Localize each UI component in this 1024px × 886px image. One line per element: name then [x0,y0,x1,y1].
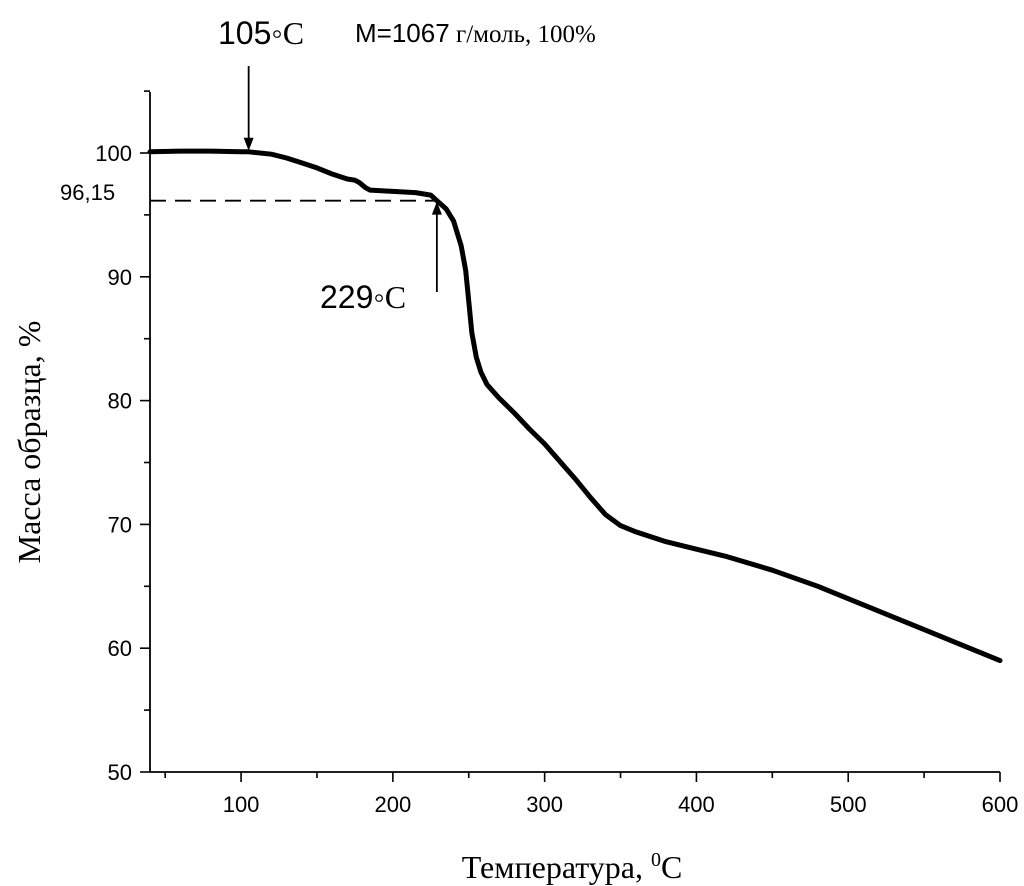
arrow-105 [243,66,254,151]
header-annotation: М=1067 г/моль, 100% [355,18,596,48]
dash-value-label: 96,15 [60,180,115,205]
y-tick-label: 60 [108,636,132,661]
arrow-229 [431,201,442,292]
y-tick-label: 90 [108,265,132,290]
x-tick-label: 500 [830,792,867,817]
x-tick-label: 100 [223,792,260,817]
annotation-229c: 229◦С [320,279,406,315]
series-line [147,148,1003,664]
x-ticks: 100 200 300 400 500 600 [164,772,1019,817]
y-tick-label: 70 [108,512,132,537]
y-axis-title: Масса образца, % [11,321,47,564]
x-tick-label: 600 [982,792,1019,817]
y-tick-label: 50 [108,760,132,785]
y-ticks: 50 60 70 80 90 100 [95,90,150,785]
x-tick-label: 300 [526,792,563,817]
x-tick-label: 400 [678,792,715,817]
y-tick-label: 100 [95,141,132,166]
annotation-105c: 105◦С [218,15,304,51]
x-axis-title: Температура, 0С [462,849,683,885]
x-tick-label: 200 [374,792,411,817]
y-tick-label: 80 [108,389,132,414]
